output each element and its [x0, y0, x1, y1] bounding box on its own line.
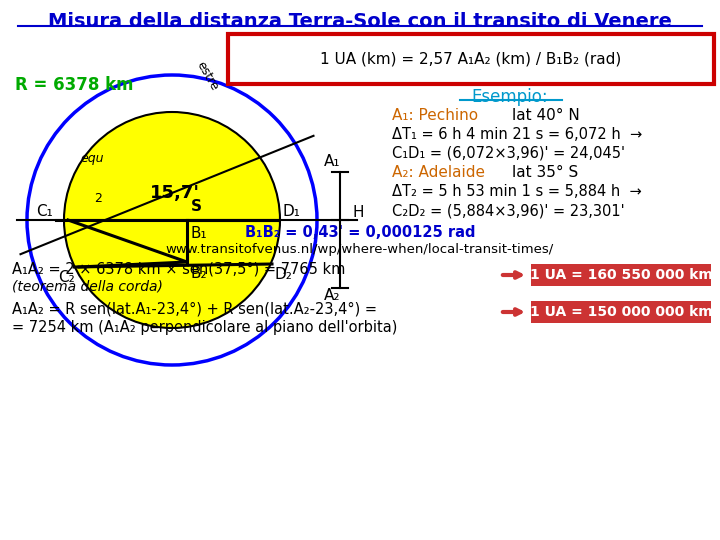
Text: A₁: Pechino: A₁: Pechino	[392, 108, 478, 123]
Text: Esempio:: Esempio:	[472, 88, 549, 106]
Text: A₁: A₁	[324, 154, 341, 169]
Text: C₁D₁ = (6,072×3,96)' = 24,045': C₁D₁ = (6,072×3,96)' = 24,045'	[392, 146, 625, 161]
Circle shape	[64, 112, 280, 328]
Text: 1 UA = 160 550 000 km: 1 UA = 160 550 000 km	[530, 268, 712, 282]
Text: B₁: B₁	[191, 226, 207, 241]
Text: lat 40° N: lat 40° N	[512, 108, 580, 123]
Text: C₂: C₂	[58, 270, 75, 285]
Text: H: H	[352, 205, 364, 220]
Text: C₁: C₁	[36, 204, 53, 219]
Text: 1 UA (km) = 2,57 A₁A₂ (km) / B₁B₂ (rad): 1 UA (km) = 2,57 A₁A₂ (km) / B₁B₂ (rad)	[320, 51, 621, 66]
FancyBboxPatch shape	[228, 34, 714, 84]
Text: S: S	[191, 199, 202, 214]
Text: www.transitofvenus.nl/wp/where-when/local-transit-times/: www.transitofvenus.nl/wp/where-when/loca…	[166, 243, 554, 256]
Text: A₂: Adelaide: A₂: Adelaide	[392, 165, 485, 180]
Text: ΔT₂ = 5 h 53 min 1 s = 5,884 h  →: ΔT₂ = 5 h 53 min 1 s = 5,884 h →	[392, 184, 642, 199]
Text: B₁B₂ = 0,43' = 0,000125 rad: B₁B₂ = 0,43' = 0,000125 rad	[245, 225, 475, 240]
Text: 1 UA = 150 000 000 km: 1 UA = 150 000 000 km	[530, 305, 712, 319]
Text: A₁A₂ = 2 × 6378 km × sen(37,5°) = 7765 km: A₁A₂ = 2 × 6378 km × sen(37,5°) = 7765 k…	[12, 262, 346, 277]
Text: C₂D₂ = (5,884×3,96)' = 23,301': C₂D₂ = (5,884×3,96)' = 23,301'	[392, 203, 625, 218]
Text: R = 6378 km: R = 6378 km	[15, 76, 133, 94]
Text: = 7254 km (A₁A₂ perpendicolare al piano dell'orbita): = 7254 km (A₁A₂ perpendicolare al piano …	[12, 320, 397, 335]
Text: B₂: B₂	[191, 266, 207, 281]
Text: estre: estre	[194, 59, 221, 93]
Text: (teorema della corda): (teorema della corda)	[12, 280, 163, 294]
FancyBboxPatch shape	[531, 264, 711, 286]
Text: Misura della distanza Terra-Sole con il transito di Venere: Misura della distanza Terra-Sole con il …	[48, 12, 672, 31]
Text: 15,7': 15,7'	[150, 184, 200, 202]
Text: ΔT₁ = 6 h 4 min 21 s = 6,072 h  →: ΔT₁ = 6 h 4 min 21 s = 6,072 h →	[392, 127, 642, 142]
Text: equ: equ	[80, 152, 104, 165]
Text: D₁: D₁	[282, 204, 300, 219]
FancyBboxPatch shape	[531, 301, 711, 323]
Text: D₂: D₂	[275, 267, 293, 282]
Text: A₁A₂ = R sen(lat.A₁-23,4°) + R sen(lat.A₂-23,4°) =: A₁A₂ = R sen(lat.A₁-23,4°) + R sen(lat.A…	[12, 302, 377, 317]
Text: A₂: A₂	[324, 288, 341, 303]
Text: lat 35° S: lat 35° S	[512, 165, 578, 180]
Text: 2: 2	[94, 192, 102, 205]
